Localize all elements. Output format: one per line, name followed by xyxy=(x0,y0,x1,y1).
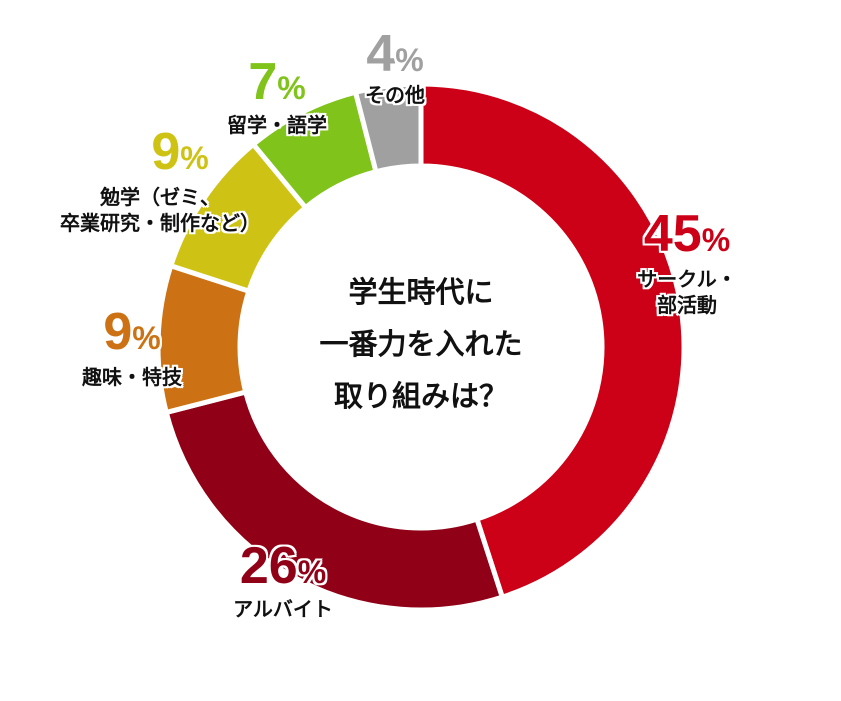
label-name-line: 部活動 xyxy=(657,293,717,317)
percent-value: 7 xyxy=(248,53,278,111)
label-other: 4% その他 xyxy=(340,28,450,108)
label-circle-club: 45% サークル・ 部活動 xyxy=(612,208,762,318)
label-name: 勉学（ゼミ、 卒業研究・制作など） xyxy=(30,184,290,236)
donut-slice xyxy=(418,81,687,601)
label-name: その他 xyxy=(340,82,450,108)
label-name-line: 卒業研究・制作など） xyxy=(60,211,260,235)
label-name: アルバイト xyxy=(208,596,358,622)
label-name-line: その他 xyxy=(365,83,425,107)
label-name-line: 勉学（ゼミ、 xyxy=(100,185,220,209)
percent-sign: % xyxy=(180,140,209,176)
label-hobbies-skills: 9% 趣味・特技 xyxy=(62,306,202,390)
label-percent: 9% xyxy=(62,306,202,358)
percent-value: 4 xyxy=(366,25,396,83)
label-part-time-job: 26% アルバイト xyxy=(208,540,358,622)
percent-value: 45 xyxy=(643,205,702,263)
percent-sign: % xyxy=(395,42,424,78)
percent-sign: % xyxy=(277,70,306,106)
label-name: 留学・語学 xyxy=(212,112,342,138)
percent-sign: % xyxy=(701,222,731,258)
label-percent: 9% xyxy=(70,126,290,178)
label-percent: 26% xyxy=(208,540,358,592)
label-name-line: 留学・語学 xyxy=(227,113,327,137)
label-percent: 7% xyxy=(212,56,342,108)
label-name: サークル・ 部活動 xyxy=(612,266,762,318)
label-name: 趣味・特技 xyxy=(62,364,202,390)
chart-center-title: 学生時代に 一番力を入れた 取り組みは？ xyxy=(271,266,571,422)
label-name-line: サークル・ xyxy=(637,267,737,291)
label-studies: 9% 勉学（ゼミ、 卒業研究・制作など） xyxy=(30,126,290,236)
center-title-line-1: 学生時代に xyxy=(348,275,494,309)
percent-sign: % xyxy=(297,554,327,590)
percent-sign: % xyxy=(132,320,161,356)
percent-value: 9 xyxy=(103,303,133,361)
percent-value: 26 xyxy=(239,537,298,595)
center-title-line-3: 取り組みは？ xyxy=(333,379,508,413)
label-name-line: アルバイト xyxy=(233,597,333,621)
label-name-line: 趣味・特技 xyxy=(82,365,182,389)
label-study-abroad-language: 7% 留学・語学 xyxy=(212,56,342,138)
donut-slice xyxy=(352,81,424,175)
percent-value: 9 xyxy=(151,123,181,181)
label-percent: 45% xyxy=(612,208,762,260)
donut-slice xyxy=(163,388,506,613)
center-title-line-2: 一番力を入れた xyxy=(319,327,523,361)
label-percent: 4% xyxy=(340,28,450,80)
